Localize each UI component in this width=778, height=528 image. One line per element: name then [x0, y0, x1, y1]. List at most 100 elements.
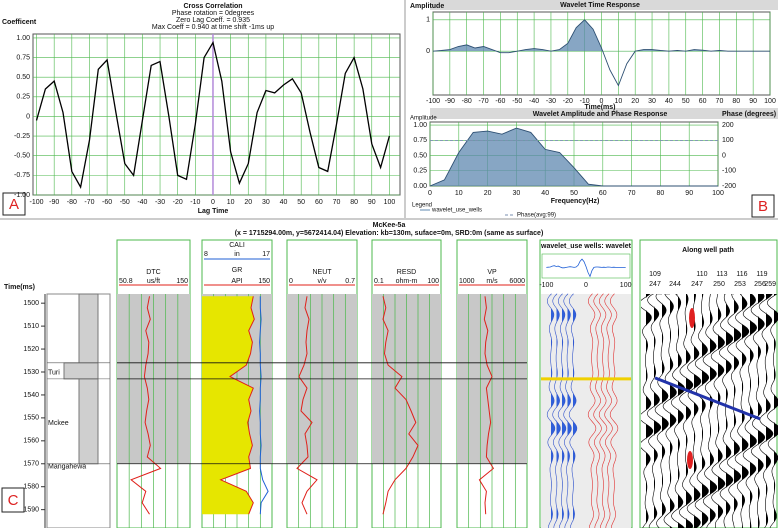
trace: [641, 294, 654, 528]
x-tick-label: 50: [297, 199, 305, 206]
x-tick-label: -50: [120, 199, 130, 206]
header-bar: [430, 0, 778, 10]
y-tick-label: 0.50: [16, 74, 30, 81]
trace-fill: [710, 294, 717, 528]
x-tick-label: -60: [495, 98, 505, 105]
y2-tick-label: 0: [722, 152, 726, 159]
area-fill: [433, 19, 770, 52]
track-unit: API: [231, 278, 242, 285]
chart-title: McKee-5a: [373, 222, 406, 229]
x-tick-label: -50: [512, 98, 522, 105]
trace-fill: [734, 294, 741, 528]
track-name: GR: [232, 267, 243, 274]
trace: [742, 294, 758, 528]
x-tick-label: 70: [628, 190, 636, 197]
y-tick-label: 1550: [23, 415, 39, 422]
formation-name: Mckee: [48, 420, 69, 427]
trace-fill: [573, 294, 577, 528]
x-tick-label: 20: [631, 98, 639, 105]
trace: [587, 293, 597, 528]
x-tick-label: 30: [513, 190, 521, 197]
y-tick-label: 1520: [23, 346, 39, 353]
trace: [593, 293, 602, 528]
y-tick-label: 1580: [23, 484, 39, 491]
x-tick-label: -90: [445, 98, 455, 105]
x-tick-label: -10: [190, 199, 200, 206]
trace-label: 244: [669, 281, 681, 288]
area-fill: [430, 128, 718, 186]
trace-label: 109: [649, 271, 661, 278]
x-tick-label: -100: [539, 282, 553, 289]
track-scale-max: 6000: [509, 278, 525, 285]
y-axis-label: Coefficent: [2, 19, 37, 26]
x-tick-label: -40: [137, 199, 147, 206]
trace-label: 256: [754, 281, 766, 288]
y-tick-label: 0.75: [413, 137, 427, 144]
trace: [646, 294, 662, 528]
trace-fill: [662, 294, 669, 528]
trace: [734, 294, 750, 528]
x-tick-label: 60: [699, 98, 707, 105]
series-line: [432, 19, 770, 87]
x-tick-label: 50: [682, 98, 690, 105]
red-trace-segment: [687, 451, 693, 469]
x-tick-label: 100: [384, 199, 396, 206]
trace: [609, 293, 619, 528]
trace-label: 110: [696, 271, 707, 278]
log-curve: [259, 296, 269, 515]
y2-tick-label: 100: [722, 137, 734, 144]
annotation: Zero Lag Coeff. = 0.935: [176, 17, 250, 24]
x-tick-label: 90: [749, 98, 757, 105]
well-path-traces: [641, 294, 778, 528]
y-tick-label: 1530: [23, 369, 39, 376]
x-tick-label: 40: [665, 98, 673, 105]
track-unit: m/s: [486, 278, 498, 285]
x-tick-label: -100: [30, 199, 44, 206]
x-tick-label: 0: [211, 199, 215, 206]
x-tick-label: 30: [648, 98, 656, 105]
x-tick-label: -100: [426, 98, 440, 105]
x-axis-label: Time(ms): [585, 104, 616, 111]
y-tick-label: -0.25: [14, 133, 30, 140]
chart-title: Wavelet Time Response: [560, 2, 640, 9]
curve-fill: [202, 296, 255, 515]
track-scale-min: 1000: [459, 278, 475, 285]
trace: [546, 293, 556, 528]
track-name: DTC: [146, 269, 160, 276]
trace-label: 247: [649, 281, 661, 288]
y2-tick-label: -200: [722, 183, 736, 190]
chart-subtitle: (x = 1715294.00m, y=5672414.04) Elevatio…: [235, 230, 544, 237]
y2-tick-label: -100: [722, 168, 736, 175]
trace-fill: [551, 294, 555, 528]
trace: [557, 293, 567, 528]
x-tick-label: 10: [455, 190, 463, 197]
y-tick-label: 1500: [23, 300, 39, 307]
x-tick-label: -10: [580, 98, 590, 105]
track-scale-max: 100: [427, 278, 439, 285]
track-scale-min: 0.1: [374, 278, 384, 285]
x-tick-label: 100: [620, 282, 632, 289]
x-tick-label: 100: [764, 98, 776, 105]
x-tick-label: 70: [333, 199, 341, 206]
trace: [604, 293, 613, 528]
track-scale-min: 50.8: [119, 278, 133, 285]
y-tick-label: 0.25: [413, 168, 427, 175]
trace: [686, 294, 702, 528]
panel-label-box: [751, 194, 775, 218]
y-tick-label: 1570: [23, 461, 39, 468]
y-axis-label: Time(ms): [4, 284, 35, 291]
track-scale-min: 8: [204, 251, 208, 258]
x-tick-label: 60: [315, 199, 323, 206]
trace-fill: [742, 294, 749, 528]
y-tick-label: 1590: [23, 506, 39, 513]
trace-fill: [562, 294, 566, 528]
x-tick-label: 20: [484, 190, 492, 197]
trace-label: 253: [734, 281, 746, 288]
y-tick-label: 0.00: [413, 183, 427, 190]
x-tick-label: -90: [49, 199, 59, 206]
x-tick-label: -80: [462, 98, 472, 105]
x-tick-label: 100: [712, 190, 724, 197]
trace: [758, 294, 774, 528]
x-tick-label: 0: [584, 282, 588, 289]
track-scale-max: 17: [262, 251, 270, 258]
